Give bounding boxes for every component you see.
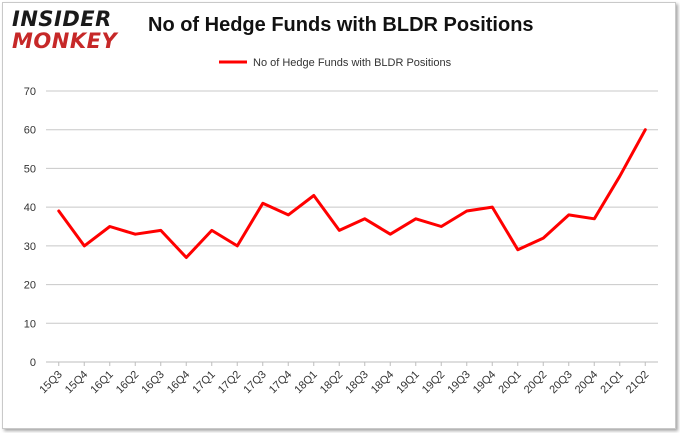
x-tick-label: 16Q4 (165, 369, 193, 397)
x-tick-label: 19Q3 (445, 369, 473, 397)
y-tick-label: 0 (30, 357, 36, 369)
x-tick-label: 20Q4 (573, 369, 601, 397)
y-tick-label: 30 (24, 241, 36, 253)
x-tick-label: 18Q1 (292, 369, 320, 397)
logo-line-2: MONKEY (12, 29, 118, 53)
y-tick-label: 50 (24, 163, 36, 175)
x-tick-label: 21Q2 (624, 369, 652, 397)
logo-line-1: INSIDER (12, 7, 112, 31)
chart-title: No of Hedge Funds with BLDR Positions (148, 14, 534, 36)
x-tick-label: 17Q4 (267, 369, 295, 397)
x-tick-label: 16Q1 (88, 369, 116, 397)
y-tick-label: 10 (24, 318, 36, 330)
legend-label: No of Hedge Funds with BLDR Positions (253, 57, 452, 69)
x-tick-label: 18Q4 (369, 369, 397, 397)
x-tick-label: 21Q1 (598, 369, 626, 397)
y-tick-label: 60 (24, 125, 36, 137)
x-tick-label: 19Q1 (394, 369, 422, 397)
series-line (57, 128, 647, 259)
x-tick-label: 19Q4 (471, 369, 499, 397)
x-tick-label: 17Q2 (216, 369, 244, 397)
y-tick-label: 20 (24, 280, 36, 292)
x-tick-label: 15Q3 (37, 369, 65, 397)
x-tick-label: 17Q1 (190, 369, 218, 397)
chart-frame (2, 2, 676, 429)
x-tick-label: 20Q2 (522, 369, 550, 397)
x-tick-label: 18Q3 (343, 369, 371, 397)
y-tick-label: 40 (24, 202, 36, 214)
x-tick-label: 18Q2 (318, 369, 346, 397)
x-tick-label: 19Q2 (420, 369, 448, 397)
x-tick-label: 17Q3 (241, 369, 269, 397)
x-tick-label: 16Q2 (114, 369, 142, 397)
x-tick-label: 15Q4 (63, 369, 91, 397)
insider-monkey-logo: INSIDER MONKEY (12, 8, 130, 58)
x-tick-label: 20Q1 (496, 369, 524, 397)
x-tick-label: 20Q3 (547, 369, 575, 397)
x-tick-label: 16Q3 (139, 369, 167, 397)
y-tick-label: 70 (24, 86, 36, 98)
